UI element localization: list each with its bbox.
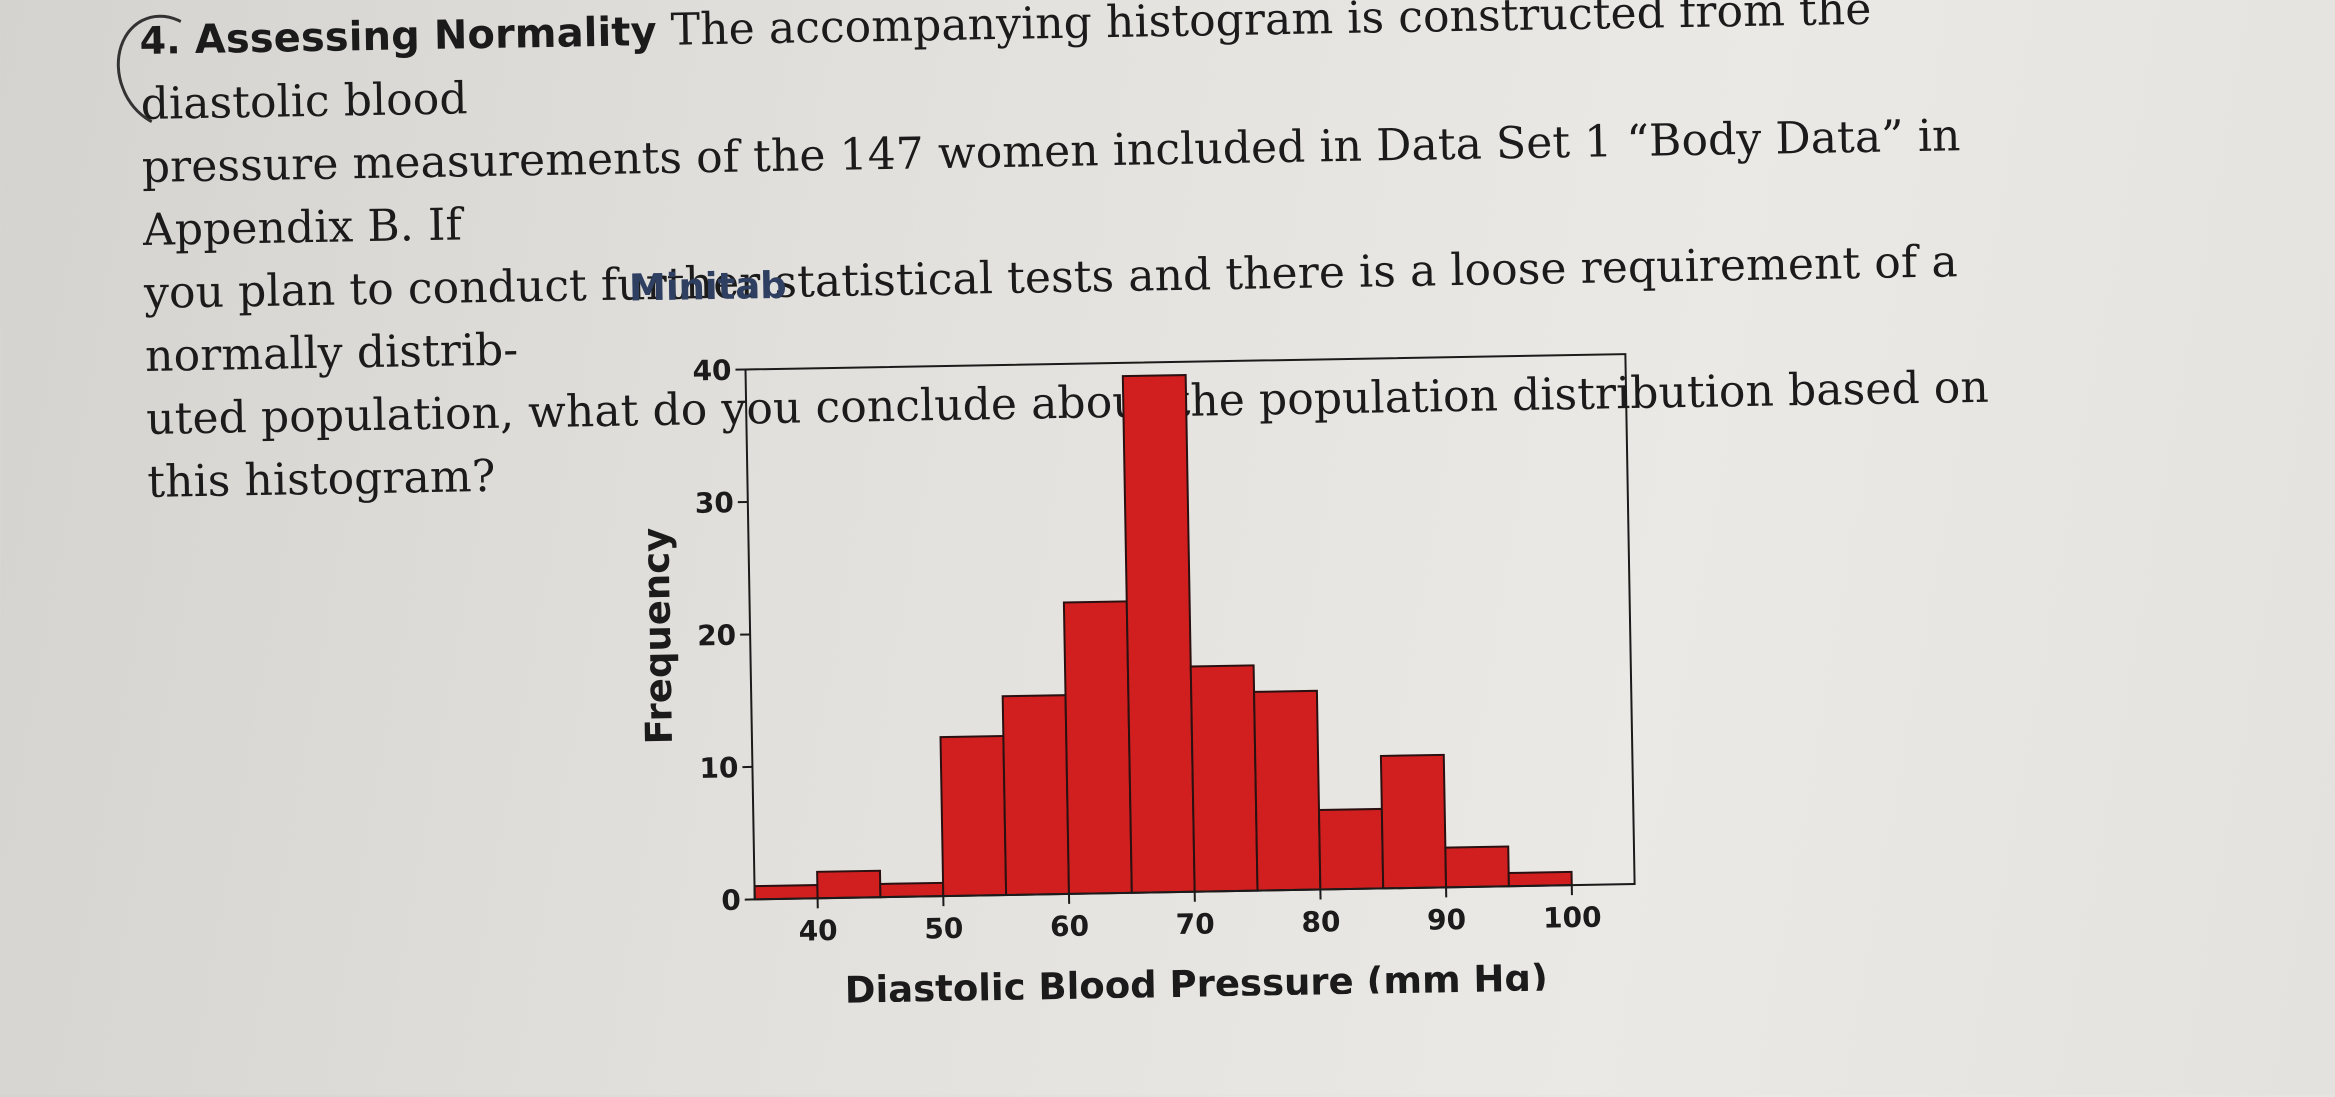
x-tick-label-3: 70 [1175,907,1215,941]
y-tick-label-3: 30 [695,486,735,520]
x-tick-label-0: 40 [798,914,838,948]
y-axis-label: Frequency [634,527,681,744]
x-axis-label: Diastolic Blood Pressure (mm Hg) [844,957,1548,1007]
histogram-bar-0 [755,885,818,899]
x-tick-label-1: 50 [924,912,964,946]
y-tick-label-1: 10 [699,751,739,785]
histogram-bar-2 [880,883,943,897]
y-tick-label-4: 40 [692,354,732,388]
x-tick-label-5: 90 [1427,903,1467,937]
y-tick-label-2: 20 [697,619,737,653]
x-tick-label-4: 80 [1301,905,1341,939]
histogram-bar-8 [1254,691,1320,891]
histogram-chart: 0 10 20 30 40 40 50 60 70 80 90 100 Frequency Dias… [615,318,1727,1007]
source-label: Minitab [629,264,787,310]
x-tick-label-6: 100 [1543,901,1602,935]
histogram-bar-12 [1509,872,1572,886]
histogram-bar-6 [1123,375,1195,893]
x-tick-label-2: 60 [1050,910,1090,944]
problem-heading: Assessing Normality [194,9,657,63]
histogram-bar-11 [1445,846,1509,887]
histogram-bar-1 [817,871,880,899]
histogram-bar-5 [1064,601,1132,894]
histogram-bar-4 [1003,695,1069,895]
histogram-bar-10 [1381,755,1446,889]
histogram-bar-7 [1191,665,1258,891]
y-tick-label-0: 0 [721,884,741,917]
y-axis: 0 10 20 30 40 [692,353,755,917]
histogram-bar-9 [1319,809,1383,890]
histogram-bars [746,368,1572,899]
problem-number: 4. [139,18,181,63]
histogram-bar-3 [941,736,1007,896]
